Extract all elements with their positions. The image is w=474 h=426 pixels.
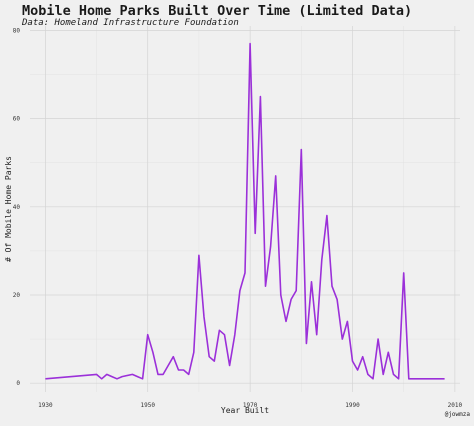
chart-subtitle: Data: Homeland Infrastructure Foundation	[22, 18, 239, 28]
caption-credit: @jowmza	[445, 411, 471, 418]
x-tick-label: 1950	[141, 402, 156, 409]
grid-lines	[30, 26, 460, 392]
y-tick-label: 0	[16, 380, 20, 387]
y-tick-label: 20	[13, 292, 21, 299]
tick-labels: 1930 1950 1970 1990 2010 0 20 40 60 80	[13, 27, 463, 409]
x-tick-label: 1990	[345, 402, 360, 409]
series-line	[45, 42, 445, 380]
y-axis-label: # Of Mobile Home Parks	[4, 156, 13, 262]
chart-title: Mobile Home Parks Built Over Time (Limit…	[22, 3, 413, 19]
y-tick-label: 60	[13, 116, 21, 123]
y-tick-label: 80	[13, 27, 21, 34]
x-axis-label: Year Built	[221, 406, 269, 415]
series-lines	[45, 42, 445, 380]
x-tick-label: 1930	[38, 402, 53, 409]
x-tick-label: 1970	[243, 402, 258, 409]
y-tick-label: 40	[13, 204, 21, 211]
x-tick-label: 2010	[448, 402, 463, 409]
